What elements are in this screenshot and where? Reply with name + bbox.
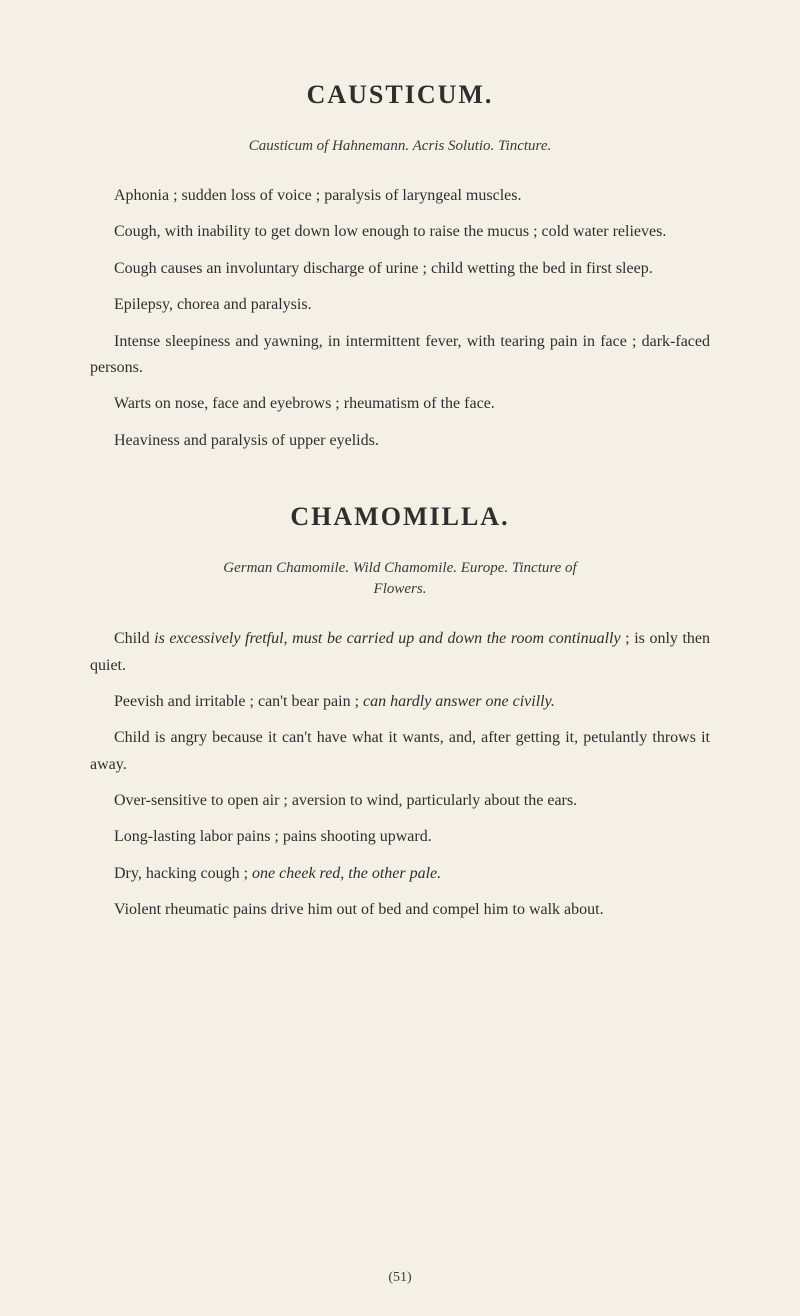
paragraph: Violent rheumatic pains drive him out of… bbox=[90, 897, 710, 923]
paragraph: Intense sleepiness and yawning, in inter… bbox=[90, 329, 710, 382]
section-title-chamomilla: CHAMOMILLA. bbox=[90, 502, 710, 532]
paragraph: Heaviness and paralysis of upper eyelids… bbox=[90, 428, 710, 454]
paragraph: Child is angry because it can't have wha… bbox=[90, 725, 710, 778]
page-number: (51) bbox=[0, 1270, 800, 1286]
paragraph: Epilepsy, chorea and paralysis. bbox=[90, 292, 710, 318]
section-subtitle-chamomilla-line1: German Chamomile. Wild Chamomile. Europe… bbox=[90, 560, 710, 577]
section-subtitle-causticum: Causticum of Hahnemann. Acris Solutio. T… bbox=[90, 138, 710, 155]
section-title-causticum: CAUSTICUM. bbox=[90, 80, 710, 110]
paragraph: Long-lasting labor pains ; pains shootin… bbox=[90, 824, 710, 850]
paragraph: Over-sensitive to open air ; aversion to… bbox=[90, 788, 710, 814]
paragraph: Child is excessively fretful, must be ca… bbox=[90, 626, 710, 679]
paragraph: Cough, with inability to get down low en… bbox=[90, 219, 710, 245]
paragraph: Warts on nose, face and eyebrows ; rheum… bbox=[90, 391, 710, 417]
paragraph: Dry, hacking cough ; one cheek red, the … bbox=[90, 861, 710, 887]
section-subtitle-chamomilla-line2: Flowers. bbox=[90, 581, 710, 598]
paragraph: Peevish and irritable ; can't bear pain … bbox=[90, 689, 710, 715]
paragraph: Cough causes an involuntary discharge of… bbox=[90, 256, 710, 282]
paragraph: Aphonia ; sudden loss of voice ; paralys… bbox=[90, 183, 710, 209]
